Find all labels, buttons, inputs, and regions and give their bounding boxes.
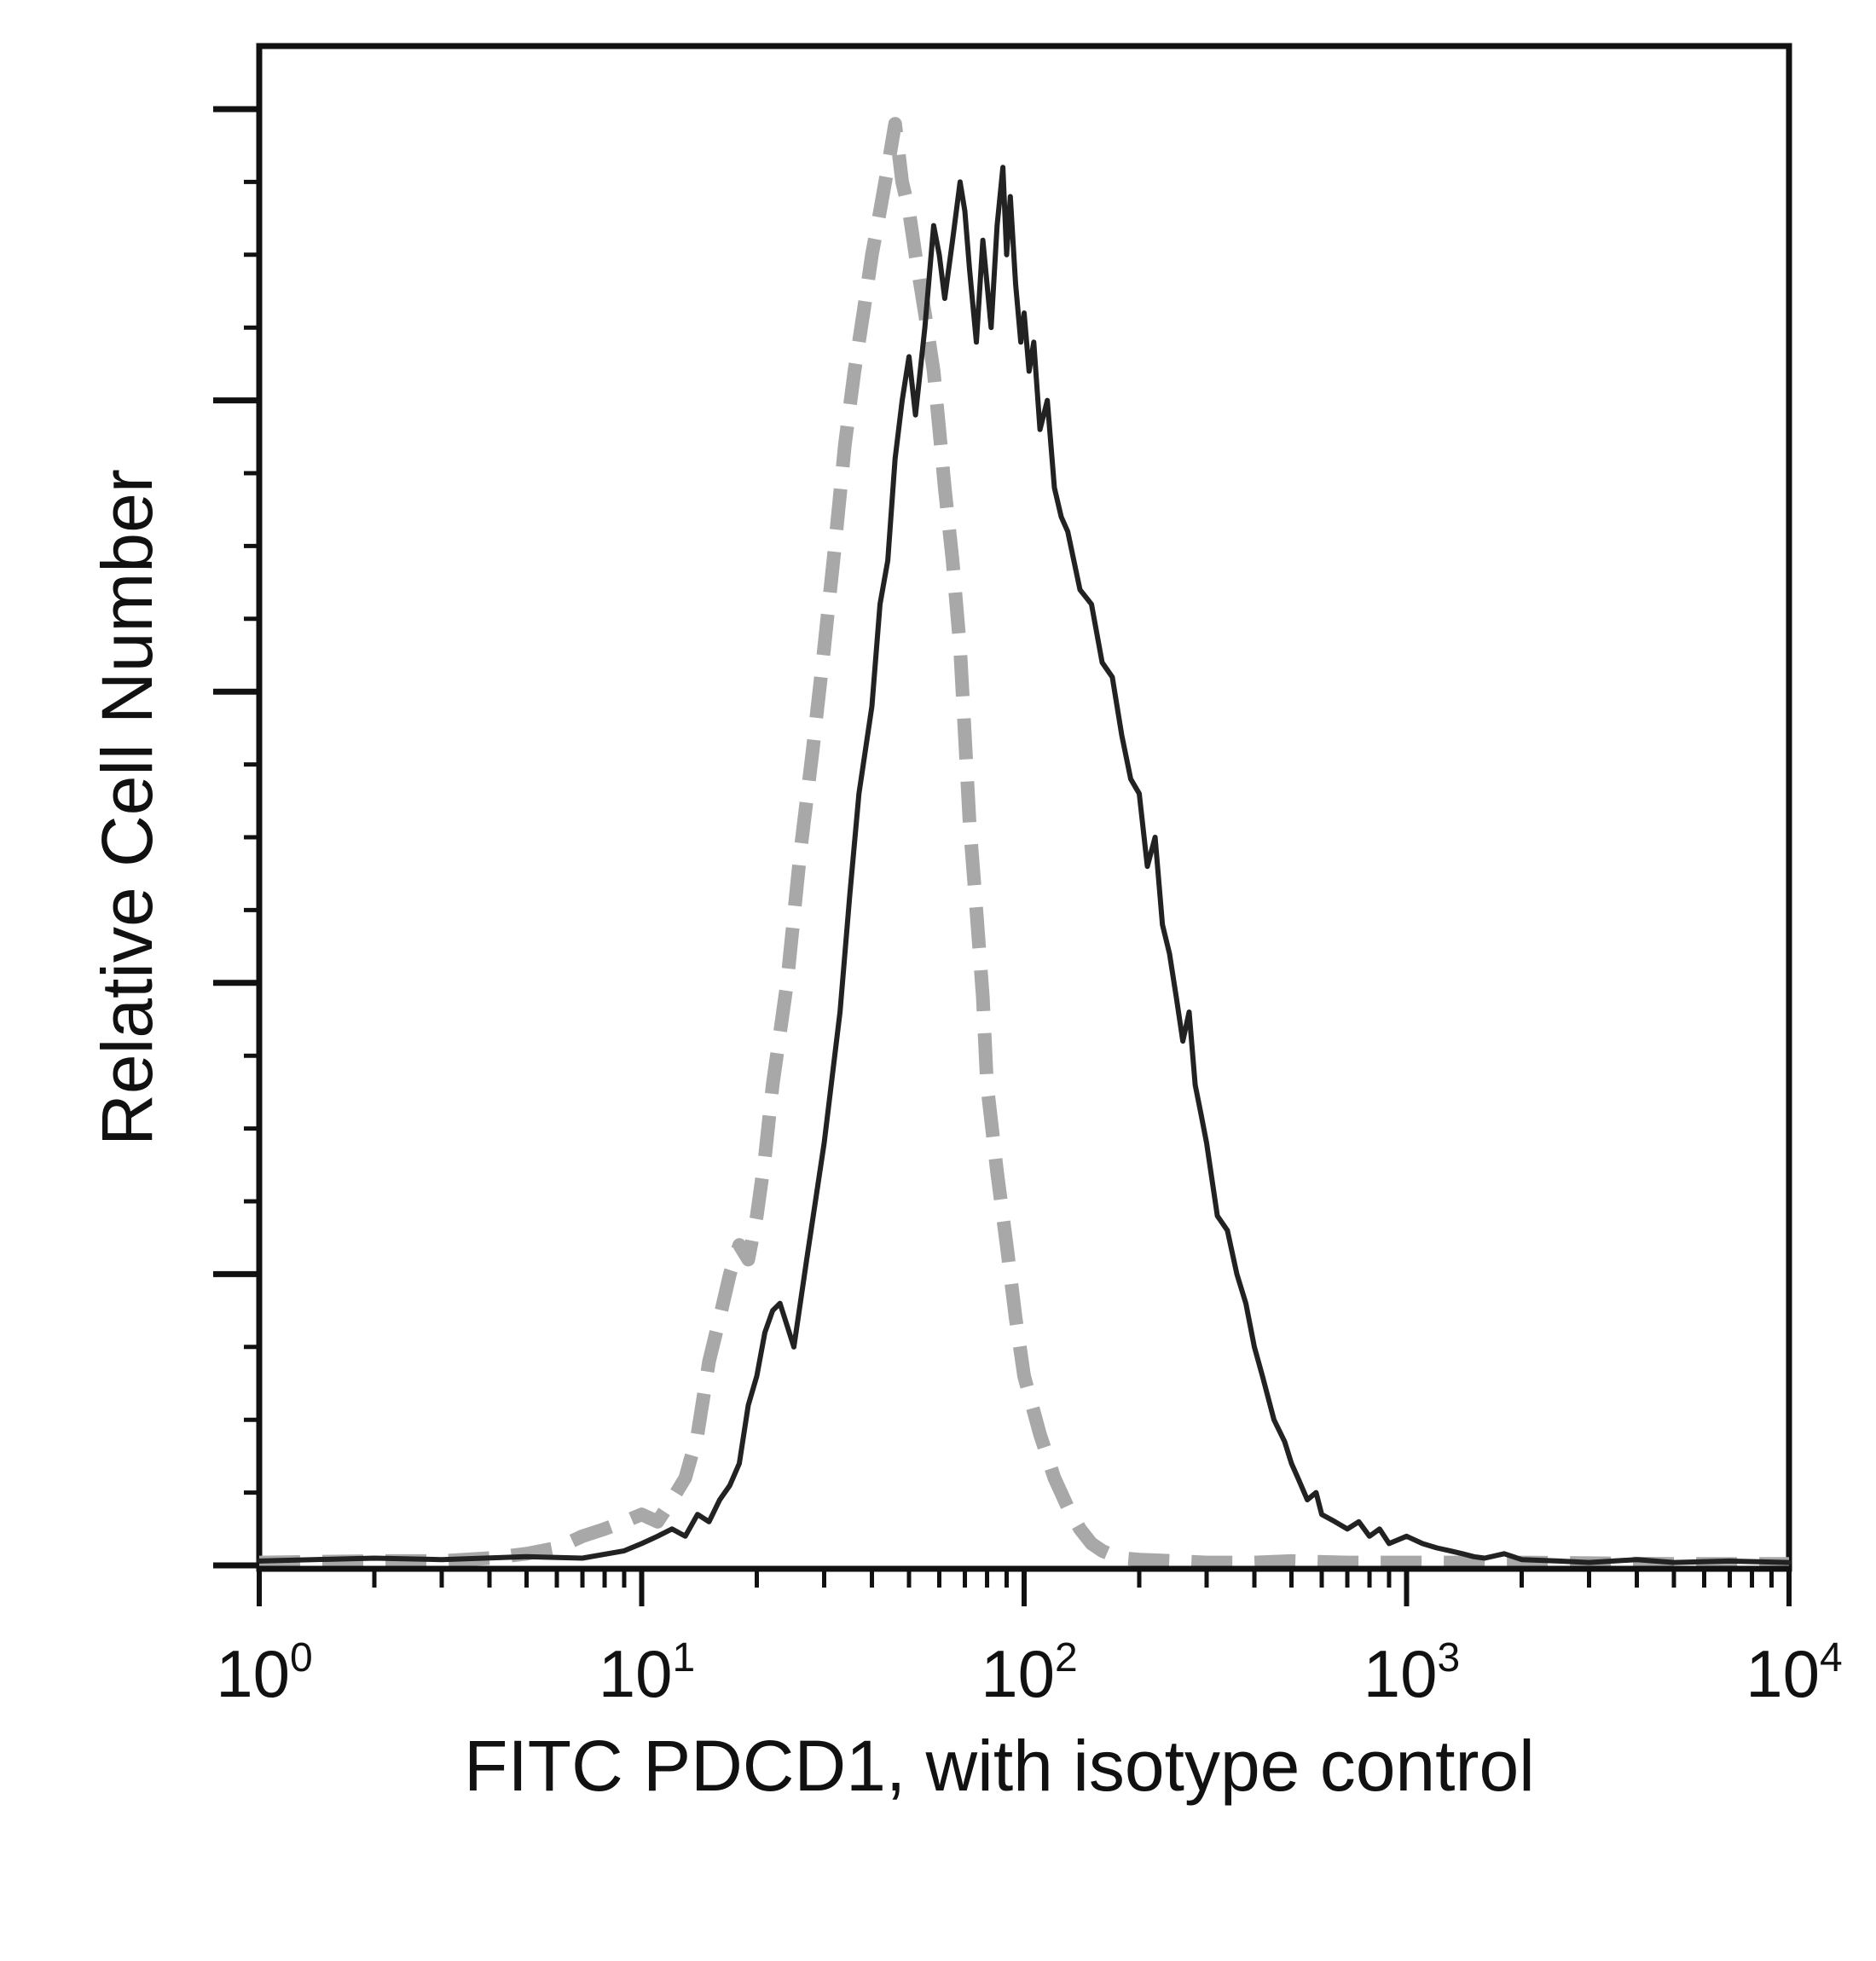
- series-layer: [257, 117, 1792, 1571]
- x-tick-label: 102: [981, 1635, 1077, 1711]
- pdcd1-line: [257, 165, 1792, 1565]
- x-tick-label: 103: [1364, 1635, 1460, 1711]
- plot-area: [256, 43, 1792, 1572]
- x-tick-label: 101: [599, 1635, 695, 1711]
- plot-frame: [256, 43, 1792, 1572]
- y-axis-title: Relative Cell Number: [87, 469, 167, 1146]
- x-tick-label: 104: [1746, 1635, 1842, 1711]
- x-axis: 100 101 102 103 104: [216, 1565, 1843, 1711]
- x-axis-title: FITC PDCD1, with isotype control: [464, 1726, 1535, 1806]
- y-axis: [213, 106, 259, 1569]
- isotype-control-line: [258, 117, 1789, 1571]
- x-tick-label: 100: [216, 1635, 312, 1711]
